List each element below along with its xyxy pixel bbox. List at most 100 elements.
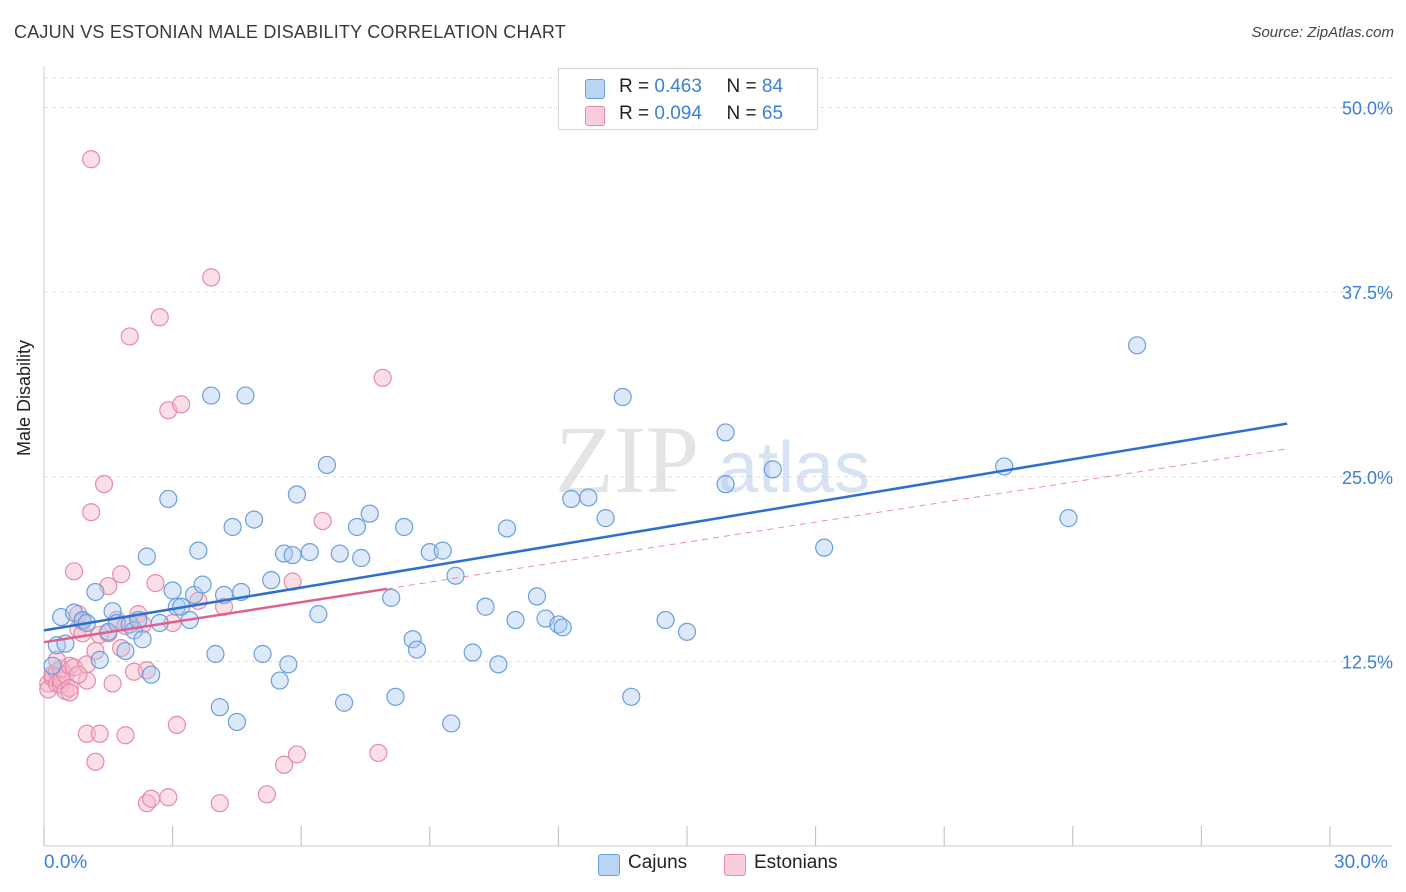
cajun-point [497,519,517,538]
cajun-point [334,693,354,712]
cajun-point [116,641,135,661]
cajun-point [394,517,414,537]
x-tick-label-min: 0.0% [44,852,88,873]
n-label: N = [726,103,757,124]
estonian-points [39,150,392,813]
source-credit: Source: ZipAtlas.com [1251,24,1394,41]
r-label: R = [619,76,650,97]
estonian-point [90,724,109,743]
cajun-point [433,541,452,560]
cajun-point [244,510,264,529]
grid-lines [44,77,1392,662]
cajun-point [206,644,225,664]
estonian-point [313,511,332,531]
cajun-point [137,547,156,566]
cajun-point [622,687,641,706]
cajun-point [227,712,246,732]
y-tick-label: 12.5% [1342,652,1393,672]
y-axis-label: Male Disability [14,339,34,456]
cajun-trend-line [43,422,1288,632]
estonian-point [210,794,229,813]
legend-label-cajuns: Cajuns [628,852,688,873]
estonian-point [142,789,161,808]
estonian-point [146,574,165,593]
cajun-point [300,542,319,562]
cajun-point [283,545,302,565]
estonian-point [274,755,294,774]
cajun-point [386,687,405,706]
cajun-point [815,538,834,557]
cajun-point [193,575,212,594]
estonian-point [86,752,105,771]
cajun-point [553,618,572,637]
y-tick-labels: 12.5% 25.0% 37.5% 50.0% [1342,99,1393,673]
cajun-point [347,517,367,537]
estonian-point [77,724,96,743]
r-label: R = [619,103,650,124]
estonian-swatch [724,854,746,876]
cajun-point [43,656,62,675]
cajun-point [656,610,675,630]
cajun-point [360,504,379,523]
estonian-trend-extension [386,448,1288,590]
x-tick-label-max: 30.0% [1334,852,1388,873]
estonian-point [82,150,101,169]
cajun-point [716,475,735,494]
cajun-point [189,541,208,560]
cajun-point [403,630,422,649]
estonian-point [202,268,221,287]
estonian-point [150,308,169,327]
chart-title: CAJUN VS ESTONIAN MALE DISABILITY CORREL… [14,22,566,42]
cajun-point [527,587,547,606]
y-tick-label: 25.0% [1342,468,1393,488]
y-tick-label: 37.5% [1342,283,1393,303]
cajun-point [133,630,152,649]
n-value: 84 [761,76,784,97]
estonian-point [82,503,101,522]
cajun-point [442,714,461,733]
cajun-point [223,517,242,537]
estonian-trend-line [43,587,388,644]
cajun-point [202,386,221,405]
cajun-point [142,665,161,684]
estonian-point [120,327,139,346]
cajun-point [90,650,109,670]
cajun-point [382,588,401,607]
legend-label-estonians: Estonians [754,852,838,873]
cajun-point [446,566,465,585]
cajun-point [677,622,697,641]
estonian-point [257,785,277,804]
estonian-point [369,743,388,763]
watermark: ZIP atlas [555,406,870,513]
cajun-point [463,643,482,662]
estonian-point [287,745,307,764]
estonian-point [64,562,84,581]
cajun-point [1127,336,1147,355]
r-value: 0.463 [654,76,702,97]
estonian-point [112,565,131,584]
cajun-point [407,640,427,659]
cajun-point [579,488,598,507]
estonian-point [103,674,122,693]
estonian-point [116,726,135,745]
cajun-swatch [585,79,605,99]
estonian-point [69,665,88,684]
estonian-point [60,683,79,702]
cajun-point [489,655,508,674]
cajun-point [309,605,328,624]
cajun-point [613,387,632,407]
cajun-point [279,655,298,674]
correlation-legend: R = 0.463 N = 84 R = 0.094 N = 65 [558,68,818,130]
cajun-point [506,610,525,630]
cajun-point [317,455,337,475]
cajun-point [270,671,289,690]
estonian-swatch [585,106,605,126]
n-value: 65 [761,103,784,124]
cajun-points [43,336,1147,733]
cajun-point [716,423,735,442]
n-label: N = [726,76,757,97]
estonian-point [167,715,186,734]
cajun-point [236,386,255,405]
axes [43,66,1392,847]
